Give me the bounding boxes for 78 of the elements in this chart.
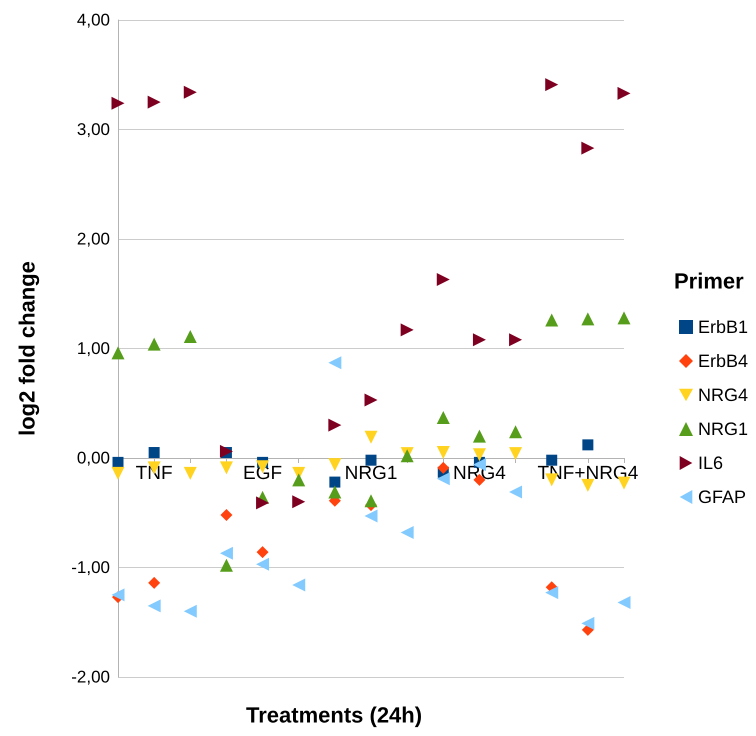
point [581,312,594,326]
x-axis-title: Treatments (24h) [246,702,422,728]
point [436,410,450,424]
point [581,616,594,630]
legend-label: GFAP [698,487,746,507]
point [581,142,594,155]
point [436,273,450,286]
point [437,462,450,474]
legend-label: ErbB4 [698,351,748,371]
point [220,508,232,521]
point [545,314,558,327]
y-tick-label: 1,00 [76,339,110,358]
point [364,510,378,523]
y-tick-label: -2,00 [71,668,110,686]
point [618,311,630,324]
legend-label: IL6 [698,453,724,473]
point [328,485,342,498]
point [148,338,161,351]
point [184,604,197,618]
point [400,526,414,539]
point [220,444,233,458]
point [184,466,197,480]
point [545,586,558,600]
point [364,494,378,508]
x-tick-label: NRG1 [344,463,398,484]
point [220,461,233,474]
point [618,86,630,100]
point [509,447,522,460]
y-tick-label: 0,00 [76,448,110,468]
point [366,454,376,466]
point [472,430,486,443]
point [112,96,124,110]
point [546,454,558,466]
point [364,430,378,444]
point [509,485,522,498]
point [509,333,522,346]
point [364,393,378,406]
point [581,478,594,492]
y-tick-label: -1,00 [71,558,110,577]
point [292,473,306,486]
point [328,356,342,370]
point [148,576,160,589]
y-tick-label: 3,00 [76,120,110,139]
point [256,496,270,510]
point [400,323,414,336]
point [545,78,558,92]
legend-label: NRG1 [698,419,748,439]
point [328,458,342,472]
point [328,418,342,432]
point [148,599,161,612]
point [292,578,306,592]
point [112,588,124,602]
point [292,495,306,508]
point [436,446,450,460]
legend-label: NRG4 [698,385,748,405]
point [184,86,197,99]
legend-title: Primer [674,268,744,294]
point [472,448,486,462]
legend-label: ErbB1 [698,317,748,337]
y-axis-title: log2 fold change [14,261,40,436]
point [112,456,124,468]
point [256,546,269,558]
y-tick-label: 2,00 [76,230,110,248]
point [509,425,522,438]
point [112,346,124,360]
point [472,333,486,346]
point [582,439,594,450]
point [184,330,197,343]
y-tick-label: 4,00 [76,10,110,30]
point [220,546,233,560]
point [112,466,124,480]
point [618,596,630,610]
point [329,476,340,488]
point [148,96,161,109]
point [220,558,233,572]
point [256,558,270,571]
point [436,472,450,486]
point [148,447,160,458]
